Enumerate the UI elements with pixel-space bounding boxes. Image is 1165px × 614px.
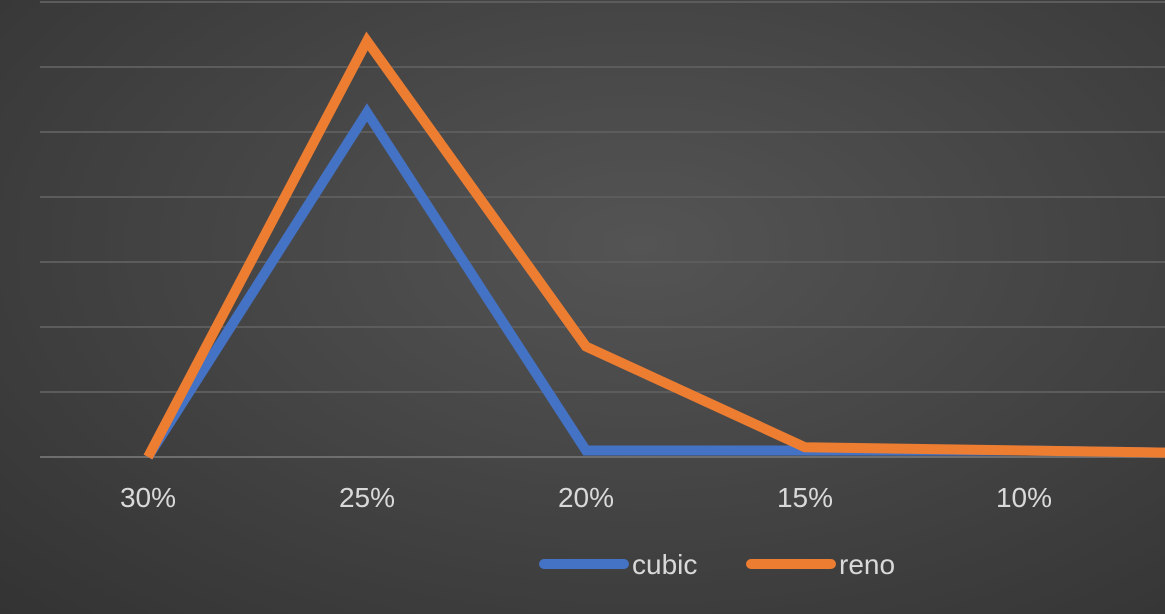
x-tick-label: 15% <box>777 482 833 513</box>
legend-label-cubic: cubic <box>632 549 697 580</box>
series-lines <box>143 31 1165 460</box>
x-tick-label: 10% <box>996 482 1052 513</box>
x-tick-label: 25% <box>339 482 395 513</box>
x-axis: 30% 25% 20% 15% 10% <box>120 482 1052 513</box>
series-line-reno <box>143 31 1165 460</box>
gridlines <box>40 1 1165 458</box>
x-tick-label: 30% <box>120 482 176 513</box>
x-tick-label: 20% <box>558 482 614 513</box>
legend: cubic reno <box>539 549 895 580</box>
legend-label-reno: reno <box>839 549 895 580</box>
